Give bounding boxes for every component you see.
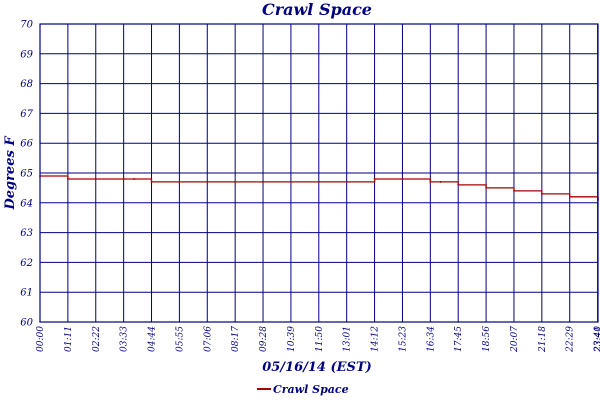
- x-tick-label: 14:12: [371, 326, 381, 352]
- x-tick-label: 23:41: [594, 326, 600, 353]
- x-tick-label: 09:28: [259, 326, 269, 352]
- data-point: [290, 181, 292, 183]
- x-tick-label: 18:56: [482, 326, 492, 352]
- data-point: [345, 181, 348, 183]
- x-tick-label: 20:07: [510, 326, 520, 353]
- y-tick-label: 61: [20, 288, 33, 299]
- x-axis-label: 05/16/14 (EST): [262, 360, 372, 375]
- legend-label: Crawl Space: [273, 383, 349, 396]
- y-tick-label: 69: [20, 49, 33, 60]
- x-tick-label: 00:00: [36, 326, 46, 352]
- data-point: [178, 181, 181, 183]
- y-tick-label: 67: [20, 109, 33, 120]
- y-tick-label: 60: [20, 318, 33, 329]
- data-point: [485, 187, 487, 189]
- data-point: [439, 181, 442, 183]
- y-tick-label: 64: [20, 198, 33, 209]
- plot-frame: [39, 23, 599, 323]
- data-point: [540, 192, 543, 195]
- x-tick-label: 08:17: [231, 326, 241, 352]
- data-point: [150, 181, 153, 183]
- x-tick-label: 04:44: [148, 326, 158, 352]
- x-tick-label: 11:50: [315, 326, 325, 352]
- data-point: [66, 178, 69, 180]
- x-tick-label: 07:06: [203, 326, 213, 352]
- x-tick-label: 23:40: [594, 326, 600, 353]
- data-point: [234, 181, 237, 183]
- data-point: [429, 181, 432, 183]
- data-point: [513, 189, 515, 192]
- data-point: [206, 181, 209, 183]
- x-tick-label: 15:23: [398, 326, 408, 352]
- y-tick-label: 66: [20, 139, 33, 150]
- data-point: [94, 178, 97, 180]
- legend: Crawl Space: [257, 383, 349, 396]
- data-point: [262, 181, 264, 183]
- data-point: [133, 178, 136, 180]
- x-tick-label: 03:33: [120, 326, 130, 352]
- x-tick-label: 10:39: [287, 326, 297, 352]
- x-tick-label: 05:55: [175, 326, 185, 352]
- y-axis-label: Degrees F: [3, 136, 18, 211]
- grid: [39, 23, 599, 323]
- y-tick-label: 62: [20, 258, 33, 269]
- x-tick-label: 02:22: [92, 326, 102, 352]
- x-tick-label: 17:45: [454, 326, 464, 352]
- y-tick-label: 65: [20, 169, 33, 180]
- data-point: [122, 178, 125, 180]
- x-tick-label: 13:01: [343, 326, 353, 352]
- data-point: [317, 181, 320, 183]
- y-tick-label: 68: [20, 79, 33, 90]
- x-tick-label: 16:34: [426, 326, 436, 352]
- series-layer: [39, 175, 599, 201]
- y-tick-label: 70: [20, 20, 33, 31]
- data-point: [457, 184, 460, 186]
- x-tick-label: 01:11: [64, 326, 74, 352]
- data-point: [373, 178, 376, 180]
- chart-title: Crawl Space: [262, 0, 372, 19]
- x-tick-label: 21:18: [538, 326, 548, 353]
- axes: 60 61 62 63 64 65 66 67 68 69 70 00:00 01:11 02:22 03:…: [20, 20, 600, 353]
- x-tick-label: 22:29: [566, 326, 576, 353]
- y-tick-label: 63: [20, 228, 33, 239]
- data-point: [568, 195, 571, 198]
- data-point: [401, 178, 404, 180]
